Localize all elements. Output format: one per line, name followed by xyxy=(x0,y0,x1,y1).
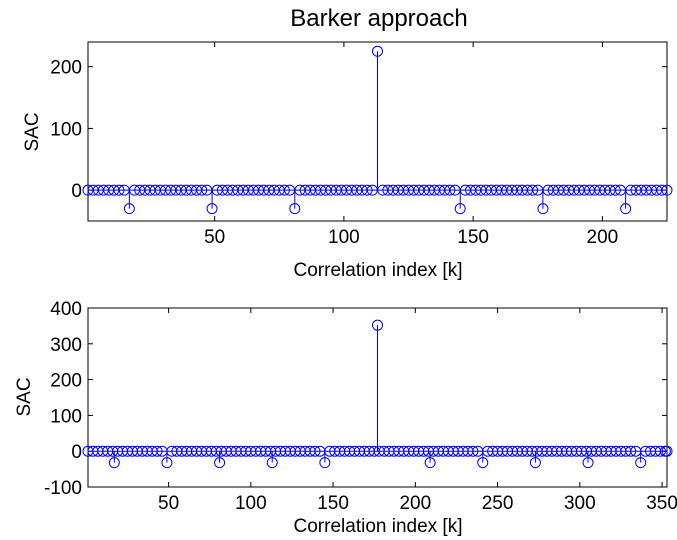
stem-marker xyxy=(123,203,135,215)
x-tick-label: 100 xyxy=(328,227,360,248)
stem-marker xyxy=(214,457,226,469)
x-tick-label: 300 xyxy=(564,493,596,514)
x-tick-label: 50 xyxy=(158,493,179,514)
stem-marker xyxy=(661,445,673,457)
tick-group: 50 100 150 200 0 100 200 xyxy=(50,42,667,248)
x-tick-label: 100 xyxy=(235,493,267,514)
tick-group: 50 100 150 200 250 300 350 -100 0 100 200 300 400 xyxy=(44,299,677,514)
y-axis-label: SAC xyxy=(22,112,43,151)
stem-marker xyxy=(319,457,331,469)
stem-marker xyxy=(582,457,594,469)
stem-marker xyxy=(537,203,549,215)
y-tick-label: 200 xyxy=(50,58,82,79)
stem-marker xyxy=(309,445,321,457)
stem-marker xyxy=(529,457,541,469)
stem-marker xyxy=(196,184,208,196)
stem-marker xyxy=(654,445,666,457)
y-tick-label: 0 xyxy=(71,181,82,202)
stem-marker xyxy=(424,457,436,469)
y-axis-label: SAC xyxy=(14,377,35,416)
x-axis-label: Correlation index [k] xyxy=(294,260,463,281)
x-tick-label: 50 xyxy=(204,227,225,248)
stem-marker xyxy=(113,184,125,196)
x-tick-label: 150 xyxy=(457,227,489,248)
stem-marker xyxy=(661,184,673,196)
chart-panel-bottom: SAC Correlation index [k] 50 100 150 200 250… xyxy=(14,299,677,537)
stem-marker xyxy=(454,203,466,215)
stem-marker xyxy=(151,445,163,457)
x-tick-label: 200 xyxy=(399,493,431,514)
y-tick-label: 100 xyxy=(50,406,82,427)
stem-marker xyxy=(278,184,290,196)
stem-marker xyxy=(289,203,301,215)
stem-marker xyxy=(372,319,383,331)
stem-series xyxy=(82,319,673,469)
x-axis-label: Correlation index [k] xyxy=(294,516,463,537)
stem-marker xyxy=(467,445,479,457)
stem-marker xyxy=(361,184,373,196)
y-tick-label: 300 xyxy=(50,335,82,356)
stem-marker xyxy=(477,457,489,469)
stem-marker xyxy=(635,457,647,469)
stem-marker xyxy=(108,457,120,469)
y-tick-label: 0 xyxy=(71,442,82,463)
stem-marker xyxy=(161,457,173,469)
y-tick-label: 100 xyxy=(50,119,82,140)
chart-panel-top: SAC Correlation index [k] 50 100 150 200 0 10… xyxy=(22,41,673,281)
x-tick-label: 350 xyxy=(646,493,677,514)
figure-title: Barker approach xyxy=(290,5,467,32)
y-tick-label: -100 xyxy=(44,478,82,499)
x-tick-label: 200 xyxy=(587,227,619,248)
x-tick-label: 150 xyxy=(317,493,349,514)
y-tick-label: 200 xyxy=(50,371,82,392)
stem-series xyxy=(82,45,673,215)
x-tick-label: 250 xyxy=(482,493,514,514)
stem-marker xyxy=(266,457,278,469)
y-tick-label: 400 xyxy=(50,299,82,320)
stem-marker xyxy=(372,45,383,57)
stem-marker xyxy=(609,184,621,196)
stem-marker xyxy=(444,184,456,196)
stem-marker xyxy=(625,445,637,457)
stem-marker xyxy=(656,184,668,196)
stem-marker xyxy=(527,184,539,196)
stem-marker xyxy=(620,203,632,215)
stem-marker xyxy=(206,203,218,215)
